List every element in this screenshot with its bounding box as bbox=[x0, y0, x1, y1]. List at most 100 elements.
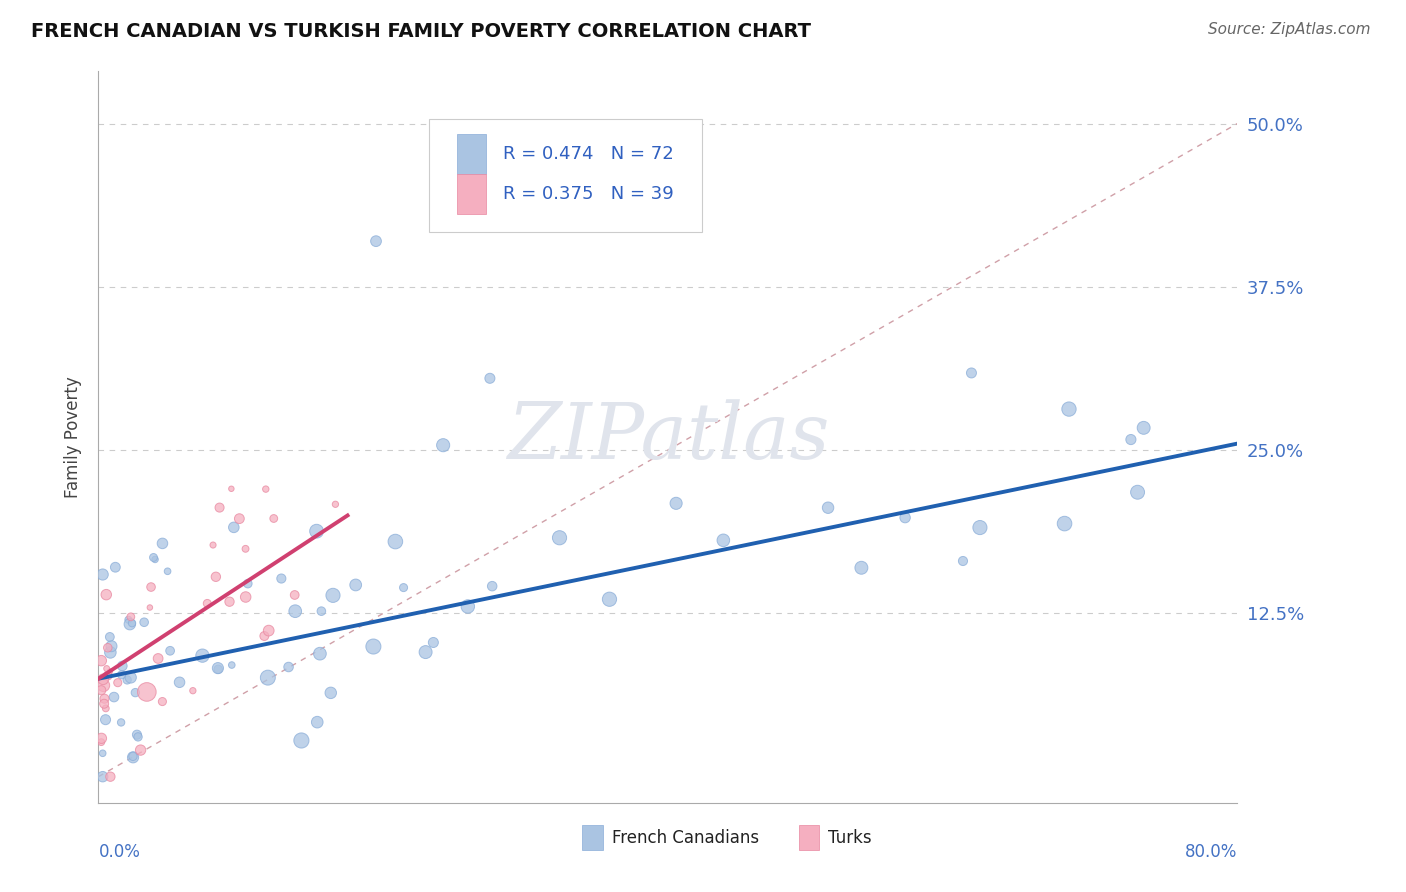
Point bbox=[270, 572, 292, 586]
Point bbox=[205, 570, 228, 584]
Point bbox=[236, 576, 259, 591]
Point bbox=[598, 592, 620, 607]
Point bbox=[115, 673, 138, 687]
Point bbox=[159, 644, 181, 658]
Point bbox=[222, 520, 245, 534]
FancyBboxPatch shape bbox=[582, 825, 603, 850]
Point bbox=[960, 366, 983, 380]
Point bbox=[207, 661, 229, 675]
Point bbox=[135, 685, 157, 699]
Point bbox=[228, 511, 250, 525]
Text: Source: ZipAtlas.com: Source: ZipAtlas.com bbox=[1208, 22, 1371, 37]
Point bbox=[93, 697, 115, 711]
Point bbox=[952, 554, 974, 568]
Point bbox=[97, 668, 120, 682]
Point bbox=[122, 750, 145, 764]
Point bbox=[311, 604, 333, 618]
Text: FRENCH CANADIAN VS TURKISH FAMILY POVERTY CORRELATION CHART: FRENCH CANADIAN VS TURKISH FAMILY POVERT… bbox=[31, 22, 811, 41]
Point bbox=[253, 629, 276, 643]
Point bbox=[817, 500, 839, 515]
Point bbox=[235, 541, 257, 556]
Point bbox=[98, 630, 121, 644]
Point bbox=[711, 533, 734, 548]
Point bbox=[181, 683, 204, 698]
Point bbox=[90, 654, 112, 668]
Point bbox=[364, 234, 387, 248]
Text: ZIPatlas: ZIPatlas bbox=[506, 399, 830, 475]
Point bbox=[120, 609, 142, 624]
Point bbox=[129, 743, 152, 757]
Point bbox=[91, 567, 114, 582]
Point bbox=[256, 671, 278, 685]
Point bbox=[91, 770, 114, 784]
Point bbox=[894, 510, 917, 524]
Point bbox=[277, 660, 299, 674]
Point bbox=[392, 581, 415, 595]
Text: R = 0.474   N = 72: R = 0.474 N = 72 bbox=[503, 145, 673, 162]
Point bbox=[120, 671, 142, 685]
Point bbox=[284, 588, 307, 602]
Point bbox=[110, 715, 132, 730]
Point bbox=[218, 595, 240, 609]
Point bbox=[290, 733, 312, 747]
Point bbox=[254, 482, 277, 496]
Text: 80.0%: 80.0% bbox=[1185, 843, 1237, 861]
Point bbox=[139, 580, 162, 594]
Point bbox=[150, 695, 173, 709]
Point bbox=[1132, 421, 1154, 435]
Point bbox=[195, 596, 218, 610]
Point bbox=[319, 686, 342, 700]
Point bbox=[344, 578, 367, 592]
Point bbox=[548, 531, 571, 545]
Point bbox=[432, 438, 454, 452]
Point bbox=[96, 661, 118, 675]
Point bbox=[208, 500, 231, 515]
Point bbox=[851, 561, 873, 575]
Point bbox=[91, 746, 114, 760]
FancyBboxPatch shape bbox=[457, 174, 485, 214]
Point bbox=[96, 588, 118, 602]
Point bbox=[107, 675, 129, 690]
Point bbox=[169, 675, 191, 690]
Point bbox=[90, 731, 112, 746]
Point bbox=[127, 730, 149, 744]
Y-axis label: Family Poverty: Family Poverty bbox=[65, 376, 83, 498]
Point bbox=[384, 534, 406, 549]
Point bbox=[263, 511, 285, 525]
Text: 0.0%: 0.0% bbox=[98, 843, 141, 861]
Point bbox=[124, 685, 146, 699]
Point bbox=[121, 616, 143, 631]
Point bbox=[422, 635, 444, 649]
Point bbox=[100, 645, 122, 659]
Point bbox=[415, 645, 437, 659]
Point bbox=[104, 560, 127, 574]
Point bbox=[122, 749, 145, 764]
Point bbox=[665, 496, 688, 510]
Point bbox=[969, 520, 991, 534]
Point bbox=[100, 639, 122, 653]
Point bbox=[221, 482, 243, 496]
Point bbox=[1119, 433, 1142, 447]
Point bbox=[90, 735, 112, 749]
FancyBboxPatch shape bbox=[799, 825, 820, 850]
Point bbox=[207, 662, 229, 676]
Point bbox=[111, 668, 134, 682]
Point bbox=[309, 647, 332, 661]
Point bbox=[1053, 516, 1076, 531]
Point bbox=[156, 564, 179, 578]
Point bbox=[221, 658, 243, 673]
Point bbox=[125, 728, 148, 742]
Point bbox=[94, 713, 117, 727]
Text: R = 0.375   N = 39: R = 0.375 N = 39 bbox=[503, 185, 673, 202]
Point bbox=[97, 640, 120, 655]
Point bbox=[90, 683, 112, 698]
Point bbox=[235, 590, 257, 604]
Point bbox=[139, 600, 162, 615]
Point bbox=[143, 552, 166, 566]
Point bbox=[93, 678, 115, 692]
Point bbox=[257, 624, 280, 638]
Point bbox=[457, 599, 479, 614]
Point bbox=[117, 613, 139, 627]
Point bbox=[94, 701, 117, 715]
Point bbox=[305, 524, 328, 539]
